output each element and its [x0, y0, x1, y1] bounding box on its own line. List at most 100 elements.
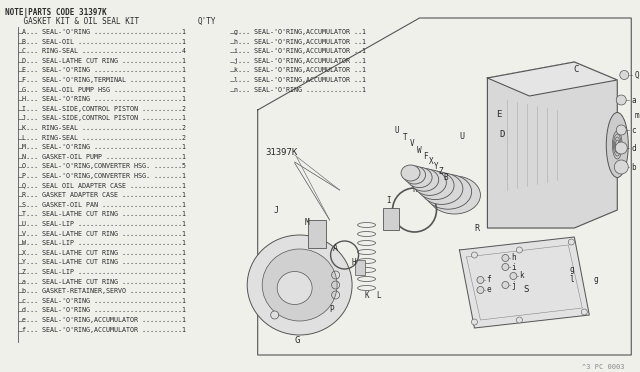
Text: l... SEAL-'O'RING,ACCUMULATOR ..1: l... SEAL-'O'RING,ACCUMULATOR ..1: [234, 77, 365, 83]
Text: X... SEAL-LATHE CUT RING ...............1: X... SEAL-LATHE CUT RING ...............…: [22, 250, 186, 256]
Text: a: a: [631, 96, 636, 105]
Ellipse shape: [410, 169, 438, 191]
Circle shape: [477, 286, 484, 294]
Text: U... SEAL-LIP ..........................1: U... SEAL-LIP ..........................…: [22, 221, 186, 227]
Text: d: d: [631, 144, 636, 153]
Text: X: X: [429, 157, 434, 166]
Text: l: l: [570, 276, 574, 285]
Text: I... SEAL-SIDE,CONTROL PISTON ..........2: I... SEAL-SIDE,CONTROL PISTON ..........…: [22, 106, 186, 112]
Circle shape: [510, 273, 517, 279]
Text: U: U: [460, 132, 465, 141]
Circle shape: [581, 309, 588, 315]
Text: c... SEAL-'O'RING ......................1: c... SEAL-'O'RING ......................…: [22, 298, 186, 304]
Text: d... SEAL-'O'RING ......................1: d... SEAL-'O'RING ......................…: [22, 307, 186, 313]
Polygon shape: [488, 62, 617, 96]
Text: R: R: [474, 224, 479, 232]
Text: NOTE|PARTS CODE 31397K: NOTE|PARTS CODE 31397K: [5, 8, 107, 17]
Text: W... SEAL-LIP ..........................1: W... SEAL-LIP ..........................…: [22, 240, 186, 246]
Text: Q: Q: [634, 71, 639, 80]
Circle shape: [516, 317, 522, 323]
Text: ^3 PC 0003: ^3 PC 0003: [582, 364, 624, 370]
Text: V: V: [410, 138, 415, 148]
Text: k: k: [520, 272, 524, 280]
Text: G: G: [294, 336, 300, 345]
Circle shape: [502, 282, 509, 289]
Text: M: M: [305, 218, 309, 227]
Circle shape: [614, 160, 628, 174]
Text: N... GASKET-OIL PUMP ...................1: N... GASKET-OIL PUMP ...................…: [22, 154, 186, 160]
Text: U: U: [394, 125, 399, 135]
Text: E: E: [497, 110, 502, 119]
Text: E... SEAL-'O'RING ......................1: E... SEAL-'O'RING ......................…: [22, 67, 186, 73]
Text: K... RING-SEAL .........................2: K... RING-SEAL .........................…: [22, 125, 186, 131]
Ellipse shape: [429, 176, 481, 214]
Text: Y: Y: [434, 161, 439, 170]
Text: P... SEAL-'O'RING,CONVERTER HSG. .......1: P... SEAL-'O'RING,CONVERTER HSG. .......…: [22, 173, 186, 179]
Text: GASKET KIT & OIL SEAL KIT: GASKET KIT & OIL SEAL KIT: [5, 17, 139, 26]
Text: Q'TY: Q'TY: [198, 17, 216, 26]
Text: f: f: [486, 276, 491, 285]
Circle shape: [568, 239, 574, 245]
Ellipse shape: [417, 171, 454, 200]
Text: A... SEAL-'O'RING ......................1: A... SEAL-'O'RING ......................…: [22, 29, 186, 35]
Polygon shape: [488, 62, 617, 228]
Text: B... SEAL-OIL ..........................1: B... SEAL-OIL ..........................…: [22, 39, 186, 45]
Text: e: e: [486, 285, 491, 295]
Text: D: D: [499, 130, 505, 139]
Text: B: B: [443, 173, 448, 182]
Text: c: c: [631, 125, 636, 135]
Ellipse shape: [424, 174, 472, 209]
Ellipse shape: [413, 170, 446, 195]
Text: b: b: [631, 163, 636, 171]
Circle shape: [620, 71, 628, 80]
Bar: [383, 208, 399, 230]
Text: I: I: [387, 196, 391, 205]
Text: W: W: [417, 145, 422, 154]
Text: C... RING-SEAL .........................4: C... RING-SEAL .........................…: [22, 48, 186, 54]
Text: S... GASKET-OIL PAN ....................1: S... GASKET-OIL PAN ....................…: [22, 202, 186, 208]
Text: a... SEAL-LATHE CUT RING ...............1: a... SEAL-LATHE CUT RING ...............…: [22, 279, 186, 285]
Text: M... SEAL-'O'RING ......................1: M... SEAL-'O'RING ......................…: [22, 144, 186, 150]
Ellipse shape: [404, 166, 426, 184]
Text: b... GASKET-RETAINER,SERVO .............1: b... GASKET-RETAINER,SERVO .............…: [22, 288, 186, 294]
Text: H: H: [351, 258, 356, 267]
Text: S: S: [524, 285, 529, 295]
Text: F... SEAL-'O'RING,TERMINAL .............1: F... SEAL-'O'RING,TERMINAL .............…: [22, 77, 186, 83]
Text: O... SEAL-'O'RING,CONVERTER HSG. .......5: O... SEAL-'O'RING,CONVERTER HSG. .......…: [22, 163, 186, 169]
Ellipse shape: [262, 249, 337, 321]
Text: N: N: [412, 185, 417, 194]
Ellipse shape: [247, 235, 352, 335]
Text: Z... SEAL-LIP ..........................1: Z... SEAL-LIP ..........................…: [22, 269, 186, 275]
Text: f... SEAL-'O'RING,ACCUMULATOR ..........1: f... SEAL-'O'RING,ACCUMULATOR ..........…: [22, 327, 186, 333]
Text: g: g: [570, 266, 574, 275]
Text: G... SEAL-OIL PUMP HSG .................1: G... SEAL-OIL PUMP HSG .................…: [22, 87, 186, 93]
Text: e... SEAL-'O'RING,ACCUMULATOR ..........1: e... SEAL-'O'RING,ACCUMULATOR ..........…: [22, 317, 186, 323]
Text: K: K: [365, 291, 369, 299]
Text: i... SEAL-'O'RING,ACCUMULATOR ..1: i... SEAL-'O'RING,ACCUMULATOR ..1: [234, 48, 365, 54]
Circle shape: [502, 263, 509, 270]
Text: Z: Z: [438, 167, 443, 176]
Text: i: i: [511, 263, 516, 272]
Text: A: A: [333, 244, 338, 253]
Text: n... SEAL-'O'RING ..............1: n... SEAL-'O'RING ..............1: [234, 87, 365, 93]
Circle shape: [472, 252, 477, 258]
Circle shape: [477, 276, 484, 283]
Text: T... SEAL-LATHE CUT RING ...............1: T... SEAL-LATHE CUT RING ...............…: [22, 211, 186, 217]
Text: L: L: [376, 291, 381, 299]
Text: m: m: [634, 110, 639, 119]
Circle shape: [615, 142, 627, 154]
Text: T: T: [403, 132, 408, 141]
Circle shape: [502, 254, 509, 262]
Ellipse shape: [606, 112, 628, 177]
Circle shape: [271, 311, 278, 319]
Ellipse shape: [401, 165, 420, 181]
Circle shape: [616, 125, 627, 135]
Text: Y... SEAL-LATHE CUT RING ...............1: Y... SEAL-LATHE CUT RING ...............…: [22, 259, 186, 265]
Text: g... SEAL-'O'RING,ACCUMULATOR ..1: g... SEAL-'O'RING,ACCUMULATOR ..1: [234, 29, 365, 35]
Text: h: h: [511, 253, 516, 263]
Text: F: F: [423, 151, 428, 160]
Text: k... SEAL-'O'RING,ACCUMULATOR ..1: k... SEAL-'O'RING,ACCUMULATOR ..1: [234, 67, 365, 73]
Text: 31397K: 31397K: [266, 148, 298, 157]
Text: j: j: [511, 280, 516, 289]
Text: Q... SEAL OIL ADAPTER CASE .............1: Q... SEAL OIL ADAPTER CASE .............…: [22, 183, 186, 189]
